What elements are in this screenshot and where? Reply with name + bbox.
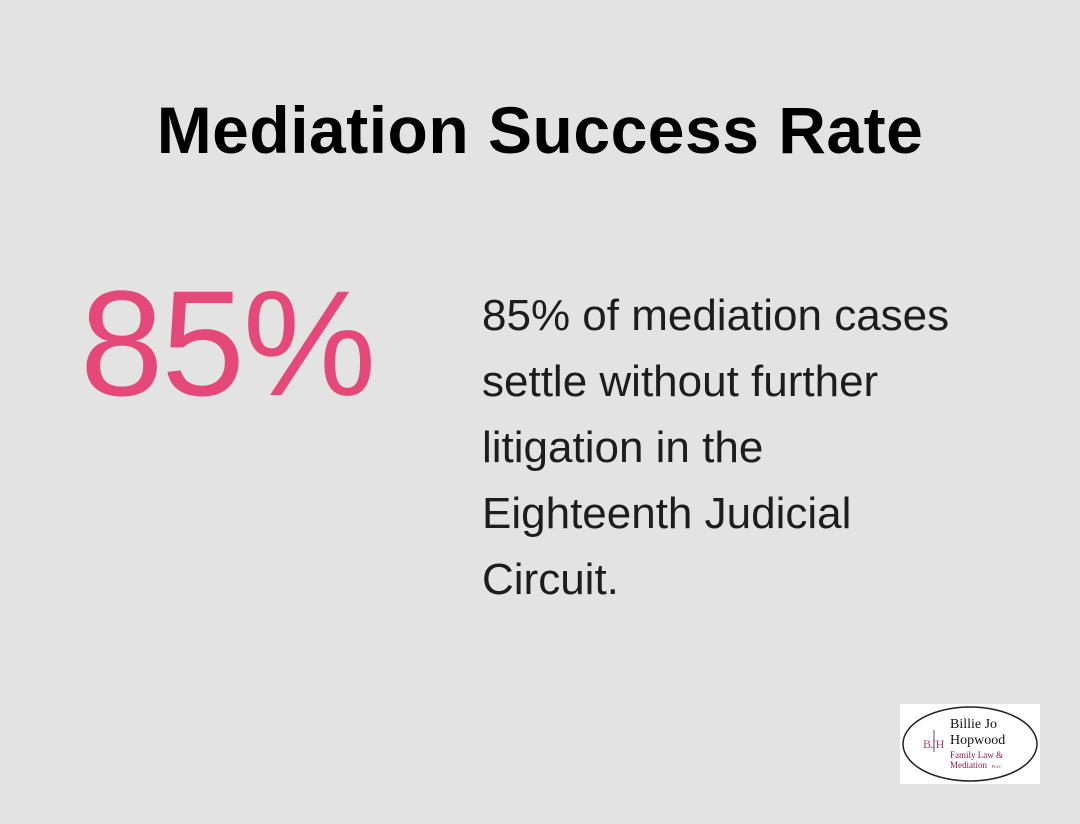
description-line: Circuit. (482, 555, 619, 604)
logo-suffix: PLLC (992, 764, 1002, 769)
logo-ring (902, 706, 1038, 782)
logo-name: Hopwood (950, 733, 1005, 748)
logo-tagline: Mediation (950, 760, 987, 770)
description-line: Eighteenth Judicial (482, 489, 852, 538)
logo: BJH Billie Jo Hopwood Family Law & Media… (900, 704, 1040, 784)
logo-tagline: Family Law & (950, 750, 1003, 760)
description-line: 85% of mediation cases (482, 291, 950, 340)
description-line: settle without further (482, 357, 879, 406)
description: 85% of mediation cases settle without fur… (482, 283, 949, 613)
stat: 85% (80, 259, 376, 427)
logo-name: Billie Jo (950, 717, 997, 732)
description-line: litigation in the (482, 423, 764, 472)
title: Mediation Success Rate (156, 93, 924, 167)
